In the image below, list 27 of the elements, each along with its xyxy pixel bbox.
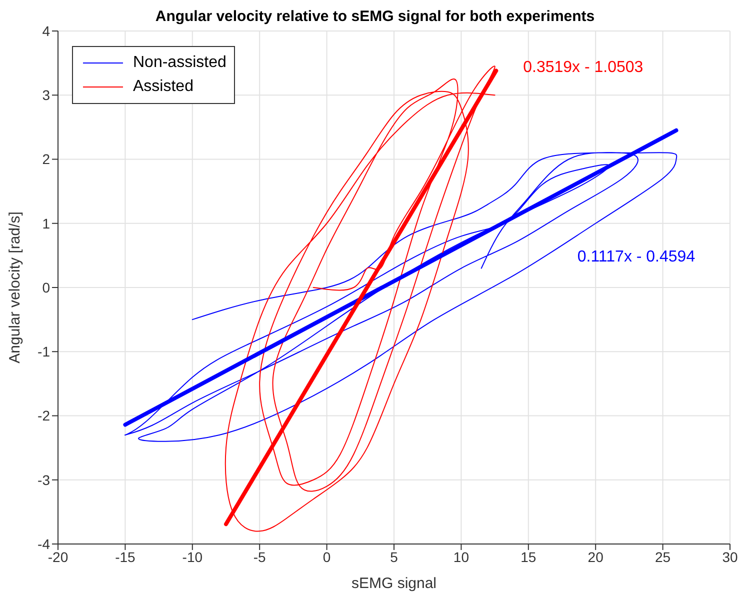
y-axis-title: Angular velocity [rad/s] — [6, 212, 24, 364]
annotation: 0.3519x - 1.0503 — [523, 58, 644, 76]
y-tick-label: -2 — [38, 408, 50, 424]
x-tick-label: 10 — [453, 548, 470, 565]
x-tick-label: 25 — [655, 548, 671, 565]
y-tick-label: -1 — [38, 344, 50, 360]
y-tick-label: 0 — [42, 279, 50, 296]
x-tick-label: -15 — [115, 548, 136, 565]
y-tick-label: 4 — [42, 22, 50, 39]
y-tick-label: 2 — [42, 151, 50, 168]
x-tick-label: -10 — [182, 548, 203, 565]
legend-label: Non-assisted — [133, 53, 226, 73]
chart-title: Angular velocity relative to sEMG signal for both experiments — [155, 8, 595, 25]
x-tick-label: -5 — [253, 548, 266, 565]
x-tick-label: -20 — [48, 548, 68, 565]
x-tick-label: 15 — [520, 548, 536, 565]
y-tick-label: -3 — [38, 472, 50, 488]
y-tick-label: 3 — [42, 87, 50, 104]
x-axis-title: sEMG signal — [351, 575, 437, 592]
x-tick-label: 20 — [588, 548, 604, 565]
x-tick-label: 0 — [322, 548, 331, 565]
x-tick-label: 5 — [390, 548, 398, 565]
y-tick-label: 1 — [42, 215, 50, 232]
annotation: 0.1117x - 0.4594 — [577, 248, 696, 266]
legend-label: Assisted — [133, 77, 194, 97]
y-tick-label: -4 — [38, 536, 50, 552]
x-tick-label: 30 — [722, 548, 738, 565]
